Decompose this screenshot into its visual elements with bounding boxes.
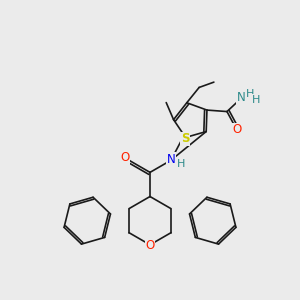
Text: H: H [177, 159, 185, 169]
Text: O: O [146, 238, 154, 252]
Text: O: O [232, 123, 241, 136]
Text: H: H [252, 95, 261, 105]
Text: O: O [121, 152, 130, 164]
Text: H: H [245, 89, 254, 99]
Text: N: N [167, 153, 175, 166]
Text: N: N [237, 91, 245, 104]
Text: S: S [181, 132, 189, 146]
